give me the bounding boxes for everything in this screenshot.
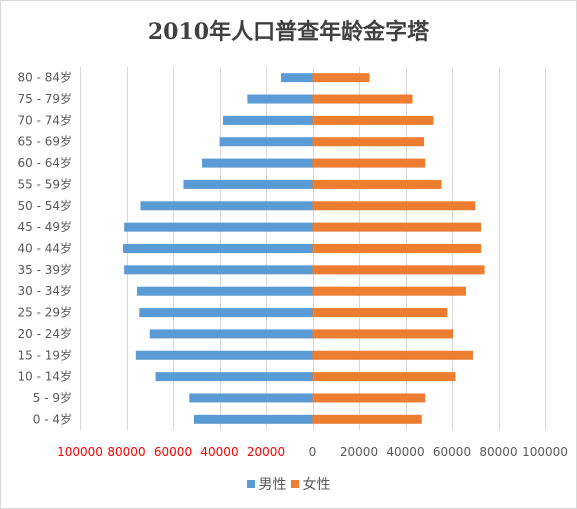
category-label: 20 - 24岁	[18, 326, 73, 341]
category-label: 70 - 74岁	[18, 112, 73, 127]
bar	[222, 115, 313, 125]
bar	[124, 265, 313, 275]
bar	[312, 179, 442, 189]
bar	[312, 265, 485, 275]
legend-label: 男性	[258, 477, 287, 493]
tick-label: 40000	[386, 445, 424, 459]
category-label: 50 - 54岁	[18, 198, 73, 213]
category-label: 60 - 64岁	[18, 155, 73, 170]
bar	[312, 244, 482, 253]
bar	[193, 414, 313, 424]
category-label: 75 - 79岁	[18, 91, 73, 106]
category-label: 80 - 84岁	[18, 70, 73, 85]
bar	[155, 372, 313, 382]
x-tick-labels: 100000 80000 60000 40000 20000 0 20000 40000 600…	[57, 445, 568, 459]
bar	[139, 308, 313, 318]
legend-label: 女性	[302, 477, 331, 493]
bar	[312, 286, 466, 296]
category-label: 55 - 59岁	[18, 176, 73, 191]
category-label: 30 - 34岁	[18, 283, 73, 298]
bar	[123, 244, 313, 253]
bar	[140, 201, 313, 211]
bar	[312, 329, 454, 339]
bar	[312, 94, 413, 104]
bar	[312, 222, 482, 232]
category-labels: 0 - 4岁 5 - 9岁 10 - 14岁 15 - 19岁 20 - 24岁 25 -…	[18, 70, 73, 427]
bar	[247, 94, 313, 104]
legend: 男性 女性	[0, 474, 577, 494]
bar	[183, 179, 313, 189]
category-label: 25 - 29岁	[18, 305, 73, 320]
legend-swatch	[290, 480, 299, 488]
bars	[123, 73, 485, 424]
tick-label: 100000	[57, 445, 103, 459]
tick-label: 80000	[479, 445, 517, 459]
bar	[312, 350, 473, 360]
category-label: 0 - 4岁	[33, 411, 72, 426]
bar	[312, 372, 456, 382]
tick-label: 0	[309, 445, 317, 459]
bar	[312, 201, 476, 211]
tick-label: 100000	[522, 445, 568, 459]
bar	[149, 329, 313, 339]
legend-entry: 男性	[246, 474, 287, 494]
tick-label: 60000	[154, 445, 192, 459]
category-label: 65 - 69岁	[18, 134, 73, 149]
bar	[136, 286, 313, 296]
category-label: 35 - 39岁	[18, 262, 73, 277]
tick-label: 20000	[340, 445, 378, 459]
bar	[202, 158, 313, 168]
chart-title: 2010年人口普查年龄金字塔	[147, 19, 430, 45]
bar	[312, 137, 425, 147]
legend-entry: 女性	[290, 474, 331, 494]
bar	[312, 73, 370, 83]
tick-label: 20000	[247, 445, 285, 459]
bar	[135, 350, 313, 360]
bar	[281, 73, 313, 83]
tick-label: 60000	[433, 445, 471, 459]
tick-label: 80000	[107, 445, 145, 459]
bar	[189, 393, 313, 403]
bar	[124, 222, 313, 232]
bar	[312, 308, 448, 318]
category-label: 10 - 14岁	[18, 369, 73, 384]
category-label: 45 - 49岁	[18, 219, 73, 234]
bar	[312, 393, 426, 403]
category-label: 40 - 44岁	[18, 241, 73, 256]
legend-swatch	[246, 480, 255, 488]
bar	[219, 137, 313, 147]
category-label: 15 - 19岁	[18, 347, 73, 362]
category-label: 5 - 9岁	[33, 390, 72, 405]
tick-label: 40000	[200, 445, 238, 459]
bar	[312, 158, 426, 168]
bar	[312, 414, 422, 424]
bar	[312, 115, 434, 125]
